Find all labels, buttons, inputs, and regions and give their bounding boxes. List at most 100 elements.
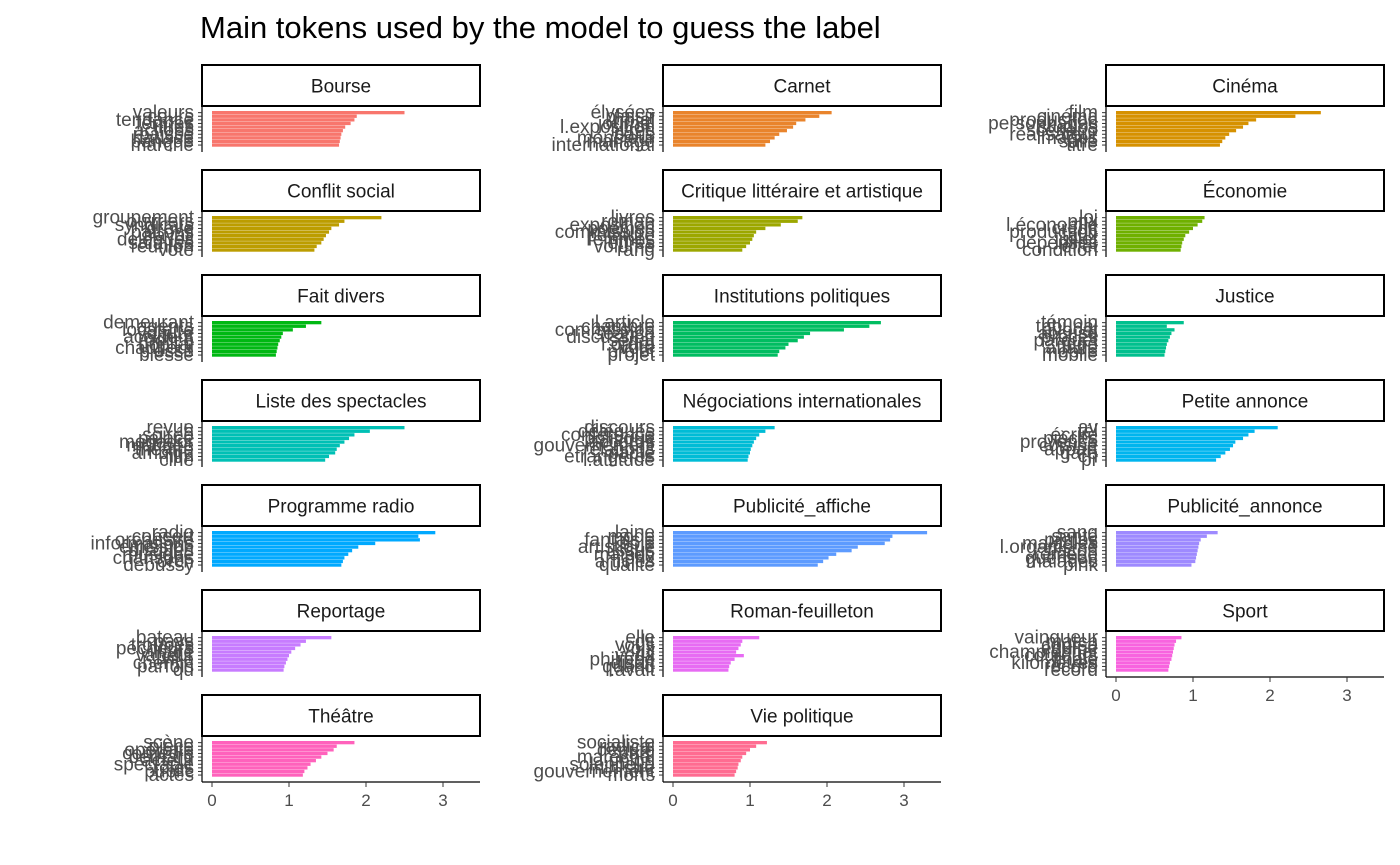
y-tick-label: vous	[615, 635, 655, 656]
y-tick-label: appart	[1044, 439, 1099, 460]
y-tick-label: cuisine	[1039, 436, 1098, 457]
y-tick-label: bateau	[136, 628, 194, 649]
y-tick-label: articles	[595, 551, 655, 572]
y-tick-label: ambigu	[132, 443, 194, 464]
bar	[673, 556, 829, 560]
bar	[673, 226, 766, 231]
y-tick-label: vote	[158, 240, 194, 261]
facet-strip	[1105, 274, 1385, 317]
facet-strip	[1105, 379, 1385, 422]
bar	[1116, 339, 1169, 343]
bar	[673, 111, 832, 115]
y-tick-label: condition	[1022, 240, 1098, 261]
bar	[212, 426, 405, 430]
y-tick-label: radical	[599, 736, 655, 757]
facet-panel: Programme radio radioconcertorchestreinfo…	[91, 484, 481, 576]
y-tick-label: prix	[1067, 211, 1098, 232]
bar	[1116, 216, 1205, 220]
y-tick-label: paris	[614, 124, 655, 145]
y-tick-label: témoin	[1041, 313, 1098, 334]
y-tick-label: matinée	[126, 436, 194, 457]
bar	[212, 216, 382, 220]
bar	[212, 121, 351, 126]
y-tick-label: agents	[137, 316, 194, 337]
bar	[1116, 129, 1237, 133]
bar	[212, 331, 283, 336]
facet-strip	[662, 379, 942, 422]
bar	[212, 650, 292, 654]
y-tick-label: chansons	[113, 548, 194, 569]
y-tick-label: village	[140, 642, 194, 663]
x-tick-label: 2	[822, 791, 831, 810]
bar	[212, 556, 345, 560]
bar	[673, 114, 820, 118]
bar	[673, 234, 754, 238]
y-tick-label: chauffeur	[115, 338, 195, 359]
bar	[212, 219, 345, 223]
x-tick-label: 3	[899, 791, 908, 810]
y-tick-label: l.union	[599, 751, 655, 772]
y-tick-label: palace	[138, 428, 194, 449]
bar	[673, 433, 760, 437]
y-tick-label: pr	[1081, 450, 1099, 471]
bar	[1116, 136, 1226, 140]
y-tick-label: l.avait	[605, 660, 655, 681]
bar	[673, 136, 775, 140]
bar	[212, 118, 355, 122]
bar	[1116, 545, 1199, 549]
bar	[673, 129, 787, 133]
facet-panel: Critique littéraire et artistiquelivresr…	[555, 169, 942, 261]
y-tick-label: exposition	[569, 215, 655, 236]
facet-strip	[1105, 64, 1385, 107]
facet-label: Publicité_annonce	[1167, 497, 1322, 518]
y-tick-label: peinture	[586, 226, 655, 247]
facet-label: Bourse	[311, 77, 371, 98]
bar	[212, 563, 342, 567]
y-tick-label: rôles	[153, 758, 194, 779]
y-tick-label: malades	[1026, 551, 1098, 572]
bar	[1116, 324, 1167, 328]
bar	[212, 451, 336, 455]
y-tick-label: pilules	[1044, 530, 1098, 551]
y-tick-label: juillet	[1054, 229, 1099, 250]
y-tick-label: acteur	[141, 751, 194, 772]
y-tick-label: studios	[1038, 117, 1098, 138]
bar	[673, 241, 750, 245]
y-tick-label: soie	[620, 533, 655, 554]
bar	[1116, 143, 1220, 147]
facet-label: Cinéma	[1212, 77, 1278, 98]
facet-panel: Économie loiprixl.économiecréditproductio…	[1006, 169, 1385, 261]
bar	[673, 773, 735, 777]
facet-label: Institutions politiques	[714, 287, 890, 308]
y-tick-label: police	[144, 331, 194, 352]
bar	[673, 139, 771, 144]
bar	[212, 241, 322, 245]
bar	[212, 324, 306, 328]
x-tick-label: 3	[1342, 686, 1351, 705]
bar	[212, 748, 334, 752]
y-tick-label: maladies	[1022, 533, 1098, 554]
bar	[673, 444, 753, 448]
y-tick-label: élysées	[591, 103, 655, 124]
bar	[212, 759, 316, 763]
x-tick-label: 0	[207, 791, 216, 810]
bar	[673, 132, 780, 136]
bar	[673, 549, 852, 553]
bar	[673, 759, 741, 763]
y-tick-label: mariage	[586, 131, 655, 152]
facet-panel: Publicité_affichelainemodefantaisiesoiea…	[578, 484, 942, 576]
y-tick-label: accords	[588, 432, 655, 453]
y-tick-label: mobile	[1042, 341, 1098, 362]
y-tick-label: dépenses	[1016, 233, 1098, 254]
bar	[673, 769, 737, 774]
facet-label: Négociations internationales	[683, 392, 922, 413]
bar	[673, 454, 749, 459]
bar	[212, 111, 405, 115]
y-tick-label: affaire	[1046, 338, 1098, 359]
y-tick-label: livres	[611, 208, 655, 229]
y-tick-label: vote	[619, 338, 655, 359]
bar	[673, 436, 757, 441]
bar	[212, 538, 420, 542]
y-tick-label: actes	[149, 765, 194, 786]
y-tick-label: crédit	[1052, 218, 1099, 239]
